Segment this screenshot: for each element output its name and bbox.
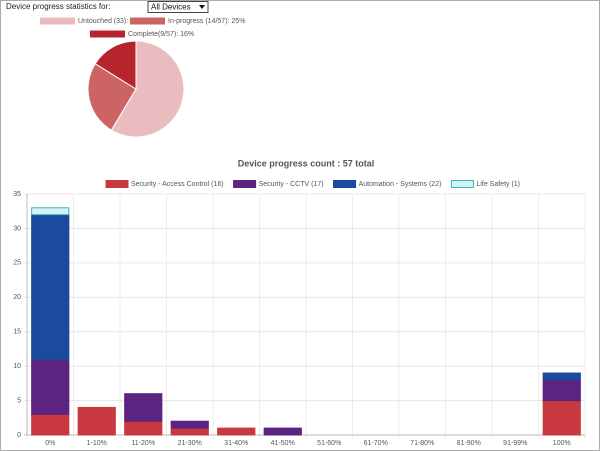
dropdown-box[interactable] xyxy=(147,1,209,13)
pie-slice xyxy=(94,40,137,90)
dropdown-arrow[interactable] xyxy=(199,5,205,9)
bar-segment xyxy=(170,427,209,436)
legend-label: Untouched (33): 58% xyxy=(78,18,144,25)
pie-slice xyxy=(110,40,185,138)
bar-segment xyxy=(542,400,581,436)
x-tick-label: 11-20% xyxy=(131,440,155,447)
legend-swatch xyxy=(90,30,125,38)
bar-segment xyxy=(31,207,70,216)
bar-segment xyxy=(217,427,256,436)
bar-segment xyxy=(124,393,163,422)
y-tick-label: 35 xyxy=(13,191,21,198)
x-tick-label: 100% xyxy=(553,440,571,447)
legend-swatch xyxy=(40,17,75,25)
x-tick-label: 0% xyxy=(45,440,55,447)
y-tick-label: 10 xyxy=(13,363,21,370)
y-tick-label: 0 xyxy=(17,432,21,439)
x-tick-label: 71-80% xyxy=(410,440,434,447)
legend-label: Complete(9/57): 16% xyxy=(128,31,194,38)
pie-slice xyxy=(87,63,137,131)
y-tick-label: 5 xyxy=(17,397,21,404)
bar-segment xyxy=(542,372,581,381)
legend-swatch xyxy=(130,17,165,25)
y-tick-label: 30 xyxy=(13,225,21,232)
legend-swatch xyxy=(333,180,357,188)
x-tick-label: 91-99% xyxy=(503,440,527,447)
x-tick-label: 21-30% xyxy=(178,440,202,447)
chart-title: Device progress count : 57 total xyxy=(238,158,375,168)
bar-segment xyxy=(31,358,70,415)
bar-segment xyxy=(31,413,70,436)
legend-label: Security - CCTV (17) xyxy=(259,181,324,188)
legend-label: In-progress (14/57): 25% xyxy=(168,18,245,25)
legend-label: Security - Access Control (16) xyxy=(131,181,224,188)
bar-segment xyxy=(31,214,70,360)
legend-label: Life Safety (1) xyxy=(476,181,520,188)
legend-swatch xyxy=(233,180,257,188)
dropdown-value[interactable]: All Devices xyxy=(151,3,191,12)
legend-swatch xyxy=(105,180,129,188)
device-dropdown[interactable]: All Devices xyxy=(147,1,209,13)
x-tick-label: 51-60% xyxy=(317,440,341,447)
bar-segment xyxy=(542,379,581,402)
filter-label: Device progress statistics for: xyxy=(6,2,110,11)
y-tick-label: 25 xyxy=(13,260,21,267)
bar-segment xyxy=(263,427,302,436)
bar-segment xyxy=(170,420,209,429)
x-tick-label: 41-50% xyxy=(271,440,295,447)
y-tick-label: 20 xyxy=(13,294,21,301)
y-tick-label: 15 xyxy=(13,329,21,336)
legend-label: Automation - Systems (22) xyxy=(359,181,442,188)
bar-segment xyxy=(124,420,163,436)
x-tick-label: 81-90% xyxy=(457,440,481,447)
bar-segment xyxy=(77,406,116,436)
x-tick-label: 31-40% xyxy=(224,440,248,447)
x-tick-label: 1-10% xyxy=(87,440,107,447)
legend-swatch xyxy=(450,180,474,188)
x-tick-label: 61-70% xyxy=(364,440,388,447)
